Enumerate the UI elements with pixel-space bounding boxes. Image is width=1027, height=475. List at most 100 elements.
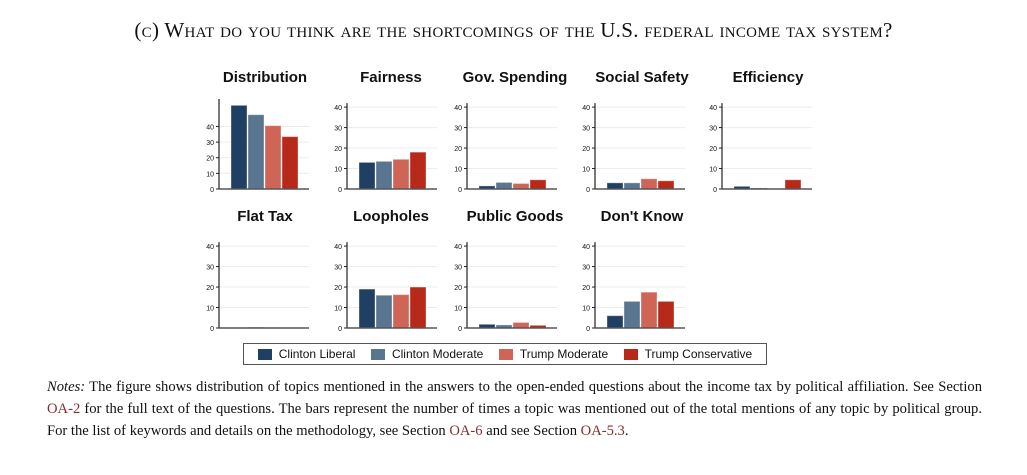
notes-label: Notes: xyxy=(47,379,86,395)
figure-notes: Notes: The figure shows distribution of … xyxy=(47,376,982,442)
panel-title: Social Safety xyxy=(595,69,689,86)
y-tick-label: 30 xyxy=(709,126,717,133)
y-tick-label: 10 xyxy=(206,306,214,313)
bar-trump-moderate xyxy=(512,182,530,190)
bar-trump-moderate xyxy=(264,125,282,190)
y-tick-label: 30 xyxy=(206,265,214,272)
y-tick-label: 10 xyxy=(709,167,717,174)
y-tick-label: 40 xyxy=(206,244,214,251)
bar-trump-moderate xyxy=(392,158,410,190)
y-tick-label: 0 xyxy=(210,326,214,333)
bar-trump-moderate xyxy=(512,321,530,329)
y-tick-label: 0 xyxy=(458,326,462,333)
y-tick-label: 40 xyxy=(454,105,462,112)
legend-label: Trump Moderate xyxy=(519,347,609,361)
y-tick-label: 20 xyxy=(454,285,462,292)
y-tick-label: 10 xyxy=(334,167,342,174)
y-tick-label: 40 xyxy=(582,244,590,251)
y-tick-label: 30 xyxy=(582,126,590,133)
legend-swatch xyxy=(257,348,272,360)
y-tick-label: 40 xyxy=(334,244,342,251)
y-tick-label: 30 xyxy=(582,265,590,272)
legend-item-clinton-moderate: Clinton Moderate xyxy=(370,347,484,361)
bar-clinton-liberal xyxy=(230,104,248,190)
bar-trump-conservative xyxy=(281,136,299,190)
y-tick-label: 20 xyxy=(454,146,462,153)
bar-clinton-liberal xyxy=(358,288,376,329)
legend-label: Clinton Liberal xyxy=(278,347,356,361)
y-tick-label: 10 xyxy=(454,306,462,313)
y-tick-label: 20 xyxy=(334,146,342,153)
bar-clinton-moderate xyxy=(375,294,393,329)
legend-label: Clinton Moderate xyxy=(391,347,484,361)
legend-label: Trump Conservative xyxy=(644,347,753,361)
bar-trump-moderate xyxy=(640,291,658,329)
bar-clinton-moderate xyxy=(375,160,393,190)
y-tick-label: 30 xyxy=(206,140,214,147)
y-tick-label: 20 xyxy=(709,146,717,153)
y-tick-label: 20 xyxy=(582,285,590,292)
bar-clinton-moderate xyxy=(623,182,641,190)
legend-swatch xyxy=(623,348,638,360)
bar-clinton-moderate xyxy=(247,114,265,190)
bar-clinton-moderate xyxy=(495,181,513,190)
y-tick-label: 20 xyxy=(334,285,342,292)
notes-text: The figure shows distribution of topics … xyxy=(85,379,982,395)
bar-trump-moderate xyxy=(392,294,410,329)
y-tick-label: 0 xyxy=(210,187,214,194)
bar-trump-moderate xyxy=(640,178,658,190)
legend-item-clinton-liberal: Clinton Liberal xyxy=(257,347,356,361)
section-link-oa-5-3[interactable]: OA-5.3 xyxy=(580,423,625,439)
y-tick-label: 20 xyxy=(206,156,214,163)
panel-title: Distribution xyxy=(223,69,307,86)
y-tick-label: 40 xyxy=(206,124,214,131)
section-link-oa-6[interactable]: OA-6 xyxy=(449,423,483,439)
y-tick-label: 40 xyxy=(582,105,590,112)
legend-item-trump-moderate: Trump Moderate xyxy=(498,347,609,361)
bar-clinton-liberal xyxy=(606,182,624,190)
y-tick-label: 30 xyxy=(454,126,462,133)
y-tick-label: 10 xyxy=(582,167,590,174)
bar-trump-conservative xyxy=(657,180,675,190)
section-link-oa-2[interactable]: OA-2 xyxy=(47,401,81,417)
y-tick-label: 30 xyxy=(454,265,462,272)
y-tick-label: 10 xyxy=(334,306,342,313)
y-tick-label: 10 xyxy=(582,306,590,313)
notes-text: and see Section xyxy=(482,423,581,439)
bar-trump-conservative xyxy=(657,300,675,329)
y-tick-label: 20 xyxy=(582,146,590,153)
bar-trump-conservative xyxy=(784,179,802,190)
bar-clinton-liberal xyxy=(606,315,624,329)
notes-text: . xyxy=(624,423,629,439)
y-tick-label: 0 xyxy=(338,187,342,194)
bar-clinton-moderate xyxy=(623,300,641,329)
y-tick-label: 40 xyxy=(334,105,342,112)
figure-title: (c) What do you think are the shortcomin… xyxy=(134,18,893,42)
legend-swatch xyxy=(498,348,513,360)
y-tick-label: 0 xyxy=(338,326,342,333)
legend: Clinton Liberal Clinton Moderate Trump M… xyxy=(243,343,767,365)
panel-title: Gov. Spending xyxy=(463,69,568,86)
panel-title: Flat Tax xyxy=(237,208,293,225)
y-tick-label: 40 xyxy=(709,105,717,112)
small-multiples-chart: Distribution 0 10 20 30 40 Fairness 0 10 20 30 40 Go… xyxy=(206,69,812,333)
panel-title: Fairness xyxy=(360,69,422,86)
y-tick-label: 0 xyxy=(586,326,590,333)
notes-text: for the full text of the questions. The … xyxy=(47,401,982,439)
y-tick-label: 20 xyxy=(206,285,214,292)
bar-trump-conservative xyxy=(529,179,547,190)
y-tick-label: 10 xyxy=(454,167,462,174)
y-tick-label: 0 xyxy=(713,187,717,194)
legend-item-trump-conservative: Trump Conservative xyxy=(623,347,753,361)
y-tick-label: 0 xyxy=(458,187,462,194)
y-tick-label: 30 xyxy=(334,126,342,133)
panel-title: Public Goods xyxy=(467,208,564,225)
y-tick-label: 0 xyxy=(586,187,590,194)
bar-trump-conservative xyxy=(409,151,427,190)
y-tick-label: 10 xyxy=(206,171,214,178)
bar-clinton-liberal xyxy=(358,161,376,190)
bar-trump-conservative xyxy=(409,286,427,329)
y-tick-label: 40 xyxy=(454,244,462,251)
panel-title: Don't Know xyxy=(601,208,684,225)
y-tick-label: 30 xyxy=(334,265,342,272)
